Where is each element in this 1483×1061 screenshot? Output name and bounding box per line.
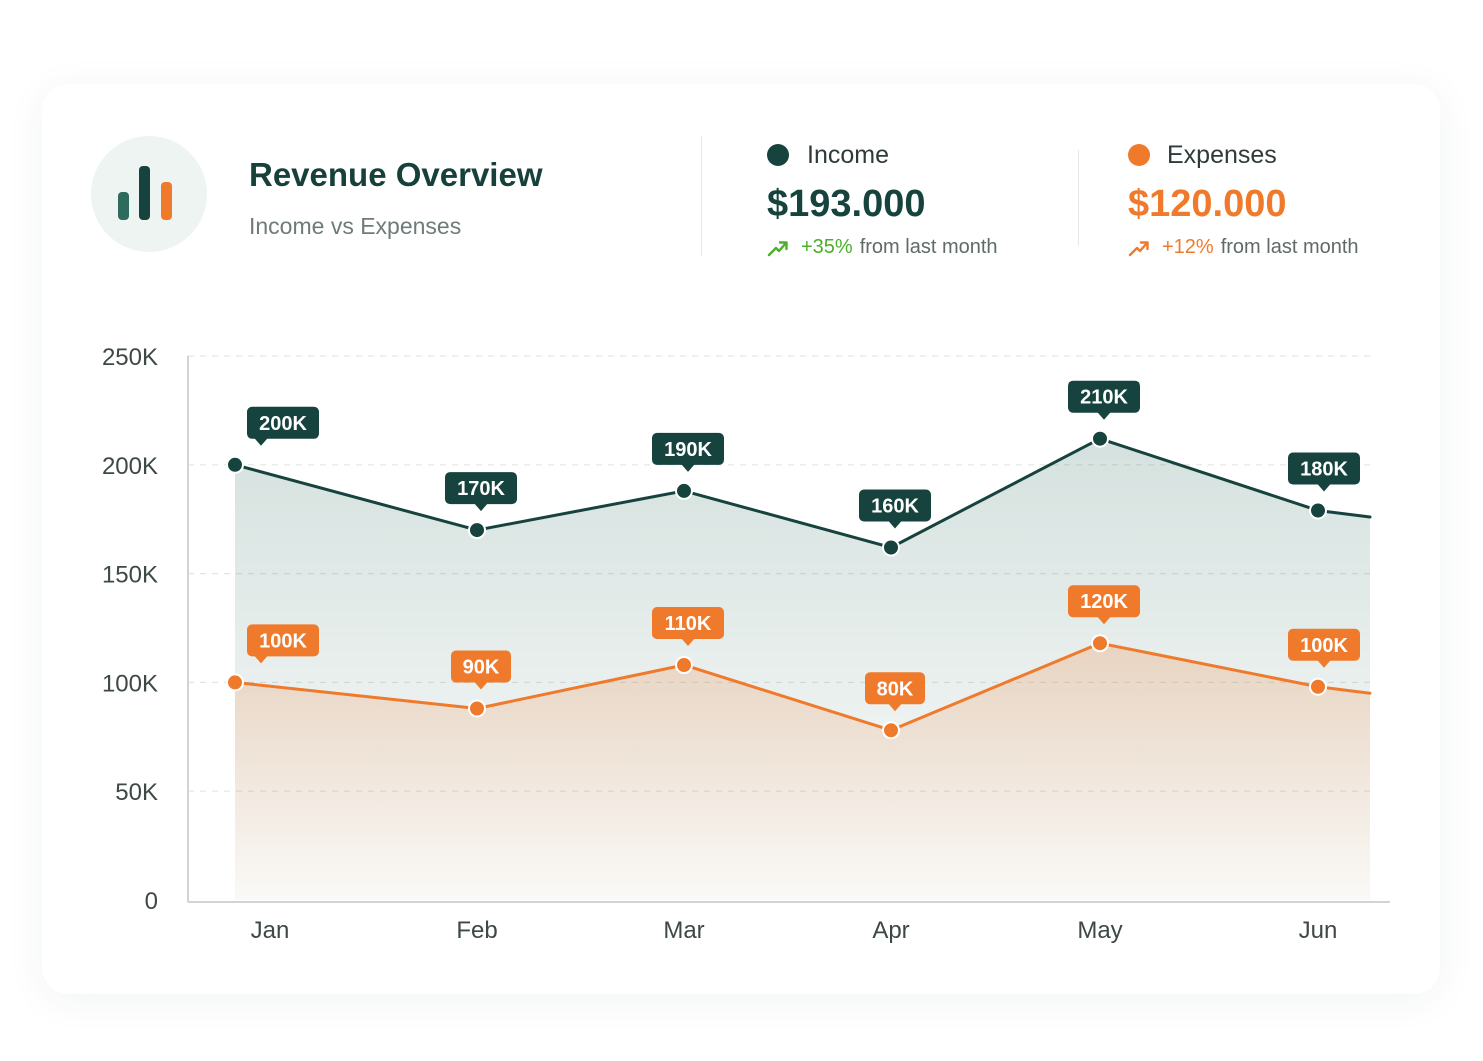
income-data-label: 180K: [1288, 452, 1360, 492]
income-change: +35% from last month: [767, 236, 998, 259]
trend-up-icon: [1128, 240, 1149, 256]
expenses-data-label-pointer: [474, 681, 488, 690]
expenses-area: [235, 643, 1370, 900]
income-data-label-pointer: [681, 463, 695, 472]
expenses-change: +12% from last month: [1128, 236, 1359, 259]
income-data-label: 190K: [652, 432, 724, 472]
income-data-label-text: 190K: [664, 439, 712, 461]
expenses-data-label-text: 80K: [877, 678, 914, 700]
expenses-value: $120.000: [1128, 183, 1287, 225]
income-data-label: 200K: [247, 406, 319, 446]
page-subtitle: Income vs Expenses: [249, 213, 462, 239]
expenses-data-label-bg: [451, 650, 511, 683]
income-point: [1091, 429, 1109, 448]
y-tick-label: 50K: [115, 779, 158, 806]
income-data-label-text: 210K: [1080, 387, 1128, 409]
expenses-point: [882, 721, 900, 740]
y-tick-label: 200K: [102, 453, 158, 480]
income-data-label-bg: [1068, 380, 1140, 413]
expenses-data-label-text: 110K: [665, 613, 712, 635]
expenses-data-label-bg: [247, 624, 319, 657]
y-tick-label: 0: [145, 888, 158, 915]
expenses-change-pct: +12%: [1162, 236, 1214, 258]
income-change-text: from last month: [859, 236, 998, 258]
expenses-data-label-pointer: [681, 637, 695, 646]
income-point: [468, 521, 486, 540]
income-data-label-pointer: [1097, 411, 1111, 420]
income-data-label-bg: [445, 472, 517, 505]
income-data-label-bg: [652, 432, 724, 465]
bar-chart-icon: [91, 136, 207, 252]
x-tick-label: Feb: [456, 917, 497, 944]
income-change-pct: +35%: [801, 236, 853, 258]
expenses-point: [1309, 677, 1327, 696]
x-tick-label: Jan: [251, 917, 290, 944]
expenses-change-text: from last month: [1220, 236, 1359, 258]
income-point: [226, 455, 244, 474]
income-data-label: 210K: [1068, 380, 1140, 420]
income-data-label-bg: [247, 406, 319, 439]
expenses-legend-dot: [1128, 144, 1150, 166]
expenses-point: [468, 699, 486, 718]
expenses-point: [1091, 634, 1109, 653]
income-value: $193.000: [767, 183, 926, 225]
expenses-point: [226, 673, 244, 692]
expenses-data-label-text: 90K: [463, 657, 500, 679]
expenses-data-label-text: 120K: [1080, 591, 1128, 613]
expenses-data-label-bg: [1288, 628, 1360, 661]
expenses-data-label: 100K: [247, 624, 319, 664]
income-data-label-pointer: [474, 503, 488, 512]
income-data-label-text: 180K: [1300, 458, 1348, 480]
y-tick-label: 100K: [102, 670, 158, 697]
income-data-label: 160K: [859, 489, 931, 529]
x-tick-label: Apr: [872, 917, 909, 944]
income-data-label-text: 160K: [871, 495, 919, 517]
expenses-label: Expenses: [1167, 141, 1277, 169]
trend-up-icon: [767, 240, 788, 256]
income-data-label-pointer: [888, 520, 902, 529]
income-data-label-bg: [1288, 452, 1360, 485]
income-data-label-text: 200K: [259, 413, 307, 435]
expenses-point: [675, 655, 693, 674]
income-point: [1309, 501, 1327, 520]
income-point: [675, 481, 693, 500]
income-data-label: 170K: [445, 472, 517, 512]
expenses-data-label-pointer: [1097, 616, 1111, 625]
expenses-data-label-bg: [1068, 585, 1140, 618]
expenses-data-label-pointer: [1317, 659, 1331, 668]
expenses-data-label: 110K: [652, 606, 724, 646]
x-tick-label: Jun: [1299, 917, 1338, 944]
income-legend-dot: [767, 144, 789, 166]
income-data-label-bg: [859, 489, 931, 522]
income-label: Income: [807, 141, 889, 169]
x-tick-label: Mar: [663, 917, 704, 944]
y-tick-label: 150K: [102, 562, 158, 589]
income-point: [882, 538, 900, 557]
expenses-data-label-pointer: [254, 655, 268, 664]
y-tick-label: 250K: [102, 344, 158, 371]
page-title: Revenue Overview: [249, 156, 543, 193]
expenses-data-label-pointer: [888, 703, 902, 712]
expenses-data-label-bg: [865, 672, 925, 705]
income-data-label-text: 170K: [457, 478, 505, 500]
expenses-data-label: 90K: [451, 650, 511, 690]
income-data-label-pointer: [1317, 483, 1331, 492]
expenses-data-label: 120K: [1068, 585, 1140, 625]
expenses-data-label: 80K: [865, 672, 925, 712]
expenses-data-label-text: 100K: [259, 630, 307, 652]
kpi-divider: [1078, 150, 1079, 246]
x-tick-label: May: [1077, 917, 1122, 944]
expenses-data-label: 100K: [1288, 628, 1360, 668]
header-divider: [701, 136, 702, 256]
income-data-label-pointer: [254, 437, 268, 446]
expenses-data-label-text: 100K: [1300, 635, 1348, 657]
expenses-data-label-bg: [652, 606, 724, 639]
